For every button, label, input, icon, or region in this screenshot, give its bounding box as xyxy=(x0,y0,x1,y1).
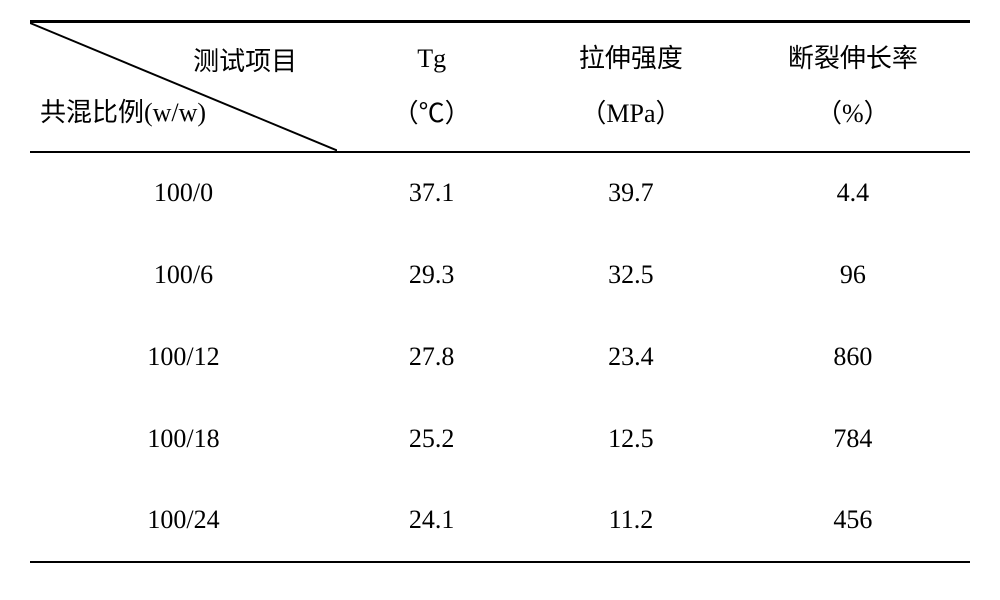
cell-tensile: 11.2 xyxy=(526,480,735,562)
table-row: 100/6 29.3 32.5 96 xyxy=(30,234,970,316)
cell-tensile: 39.7 xyxy=(526,152,735,234)
data-table-container: 测试项目 共混比例(w/w) Tg （℃） 拉伸强度 （MPa） xyxy=(30,20,970,563)
header-elongation: 断裂伸长率 （%） xyxy=(736,22,970,152)
cell-tg: 29.3 xyxy=(337,234,526,316)
header-tensile-unit: （MPa） xyxy=(526,91,735,138)
cell-ratio: 100/12 xyxy=(30,316,337,398)
table-row: 100/24 24.1 11.2 456 xyxy=(30,480,970,562)
cell-tg: 27.8 xyxy=(337,316,526,398)
cell-elongation: 784 xyxy=(736,398,970,480)
header-tg-unit: （℃） xyxy=(337,91,526,138)
cell-tg: 37.1 xyxy=(337,152,526,234)
header-tg: Tg （℃） xyxy=(337,22,526,152)
header-tensile-name: 拉伸强度 xyxy=(526,36,735,83)
cell-tg: 24.1 xyxy=(337,480,526,562)
cell-elongation: 860 xyxy=(736,316,970,398)
cell-ratio: 100/0 xyxy=(30,152,337,234)
header-elongation-unit: （%） xyxy=(736,91,970,138)
cell-ratio: 100/18 xyxy=(30,398,337,480)
cell-tensile: 12.5 xyxy=(526,398,735,480)
cell-ratio: 100/6 xyxy=(30,234,337,316)
table-row: 100/12 27.8 23.4 860 xyxy=(30,316,970,398)
diagonal-top-label: 测试项目 xyxy=(193,41,297,78)
cell-tensile: 23.4 xyxy=(526,316,735,398)
table-row: 100/18 25.2 12.5 784 xyxy=(30,398,970,480)
cell-elongation: 96 xyxy=(736,234,970,316)
cell-tensile: 32.5 xyxy=(526,234,735,316)
cell-ratio: 100/24 xyxy=(30,480,337,562)
header-elongation-name: 断裂伸长率 xyxy=(736,36,970,83)
cell-elongation: 4.4 xyxy=(736,152,970,234)
table-row: 100/0 37.1 39.7 4.4 xyxy=(30,152,970,234)
header-tensile: 拉伸强度 （MPa） xyxy=(526,22,735,152)
diagonal-header-cell: 测试项目 共混比例(w/w) xyxy=(30,22,337,152)
cell-elongation: 456 xyxy=(736,480,970,562)
table-header-row: 测试项目 共混比例(w/w) Tg （℃） 拉伸强度 （MPa） xyxy=(30,22,970,152)
cell-tg: 25.2 xyxy=(337,398,526,480)
header-tg-name: Tg xyxy=(337,36,526,83)
properties-table: 测试项目 共混比例(w/w) Tg （℃） 拉伸强度 （MPa） xyxy=(30,20,970,563)
diagonal-bottom-label: 共混比例(w/w) xyxy=(40,92,206,129)
